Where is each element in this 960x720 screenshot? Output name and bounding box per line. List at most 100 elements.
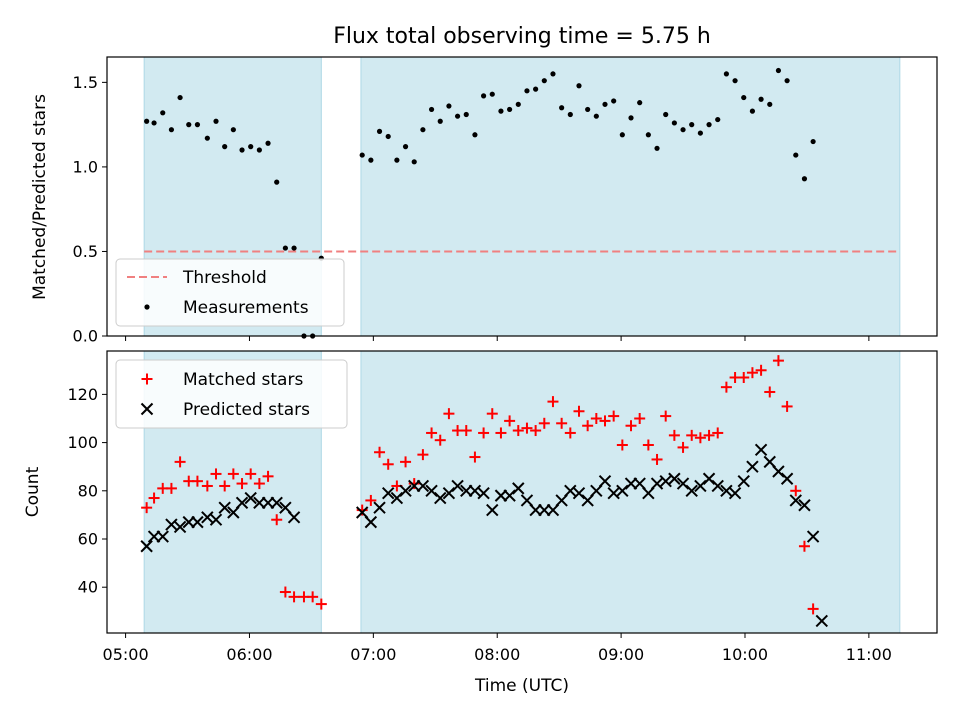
measurement-point	[524, 88, 530, 94]
matched-star-point	[495, 427, 507, 439]
predicted-legend-marker-b	[140, 402, 154, 416]
measurement-point	[723, 71, 730, 77]
predicted-star-point	[382, 486, 395, 500]
predicted-star-point-b	[798, 499, 811, 512]
x-axis-label: Time (UTC)	[474, 676, 569, 696]
measurement-point	[498, 108, 504, 114]
predicted-star-point-b	[156, 530, 169, 543]
predicted-star-point	[694, 479, 707, 493]
x-tick-label: 06:00	[226, 645, 272, 664]
ratio-legend: Threshold Measurements	[115, 258, 345, 327]
measurement-point	[567, 111, 573, 118]
matched-star-point	[315, 598, 327, 610]
measurements-legend-swatch	[144, 304, 150, 310]
predicted-star-point	[503, 489, 516, 502]
measurement-point	[376, 128, 383, 134]
matched-star-point	[807, 603, 819, 615]
predicted-star-point-b	[425, 484, 438, 498]
measurement-point	[204, 135, 210, 141]
predicted-star-point	[780, 472, 794, 485]
predicted-star-point	[720, 484, 733, 498]
measurement-point	[222, 144, 228, 150]
matched-star-point	[434, 434, 446, 446]
matched-star-point	[288, 591, 300, 603]
predicted-star-point	[668, 472, 681, 485]
predicted-star-point-b	[434, 491, 447, 505]
ratio-panel: 0.0 0.5 1.0 1.5 Matched/Predicted stars Thr…	[30, 56, 938, 346]
predicted-legend-label: Predicted stars	[183, 400, 310, 420]
predicted-star-point	[156, 530, 169, 543]
measurement-point	[611, 98, 617, 104]
predicted-star-point-b	[676, 477, 690, 490]
predicted-legend-marker	[140, 402, 154, 416]
predicted-star-point	[425, 484, 438, 498]
matched-star-point	[798, 540, 810, 552]
matched-star-point	[720, 381, 732, 393]
predicted-star-point	[173, 520, 187, 534]
predicted-star-point-b	[399, 484, 412, 498]
matched-legend-swatch	[141, 373, 153, 385]
measurement-point	[515, 101, 521, 107]
y-tick-label: 80	[78, 481, 98, 500]
measurement-point	[758, 96, 764, 102]
predicted-star-point-b	[572, 486, 586, 500]
y-tick-label: 60	[78, 530, 98, 549]
x-tick-label: 08:00	[474, 645, 520, 664]
measurement-point	[239, 147, 245, 153]
predicted-star-point	[451, 479, 464, 493]
matched-star-point	[271, 514, 283, 526]
predicted-star-point	[287, 511, 301, 524]
predicted-star-point	[364, 515, 378, 529]
predicted-star-point	[244, 491, 257, 505]
measurement-point	[559, 105, 565, 111]
predicted-star-point	[165, 518, 178, 531]
measurement-point	[576, 83, 582, 89]
measurement-point	[454, 113, 461, 119]
matched-star-point	[599, 415, 611, 427]
matched-star-point	[608, 410, 620, 422]
predicted-star-point	[235, 496, 249, 510]
measurement-point	[282, 245, 288, 251]
predicted-star-point-b	[702, 472, 716, 485]
measurement-point	[645, 132, 651, 138]
measurement-point	[420, 127, 426, 133]
predicted-star-point	[218, 501, 231, 514]
predicted-star-point-b	[616, 484, 629, 498]
count-panel: 40 60 80 100 120 05:00 06:00 07:00 08:00 09:00 10…	[23, 350, 938, 696]
predicted-star-point-b	[754, 443, 768, 457]
predicted-star-point-b	[789, 494, 802, 507]
predicted-star-point-b	[685, 484, 698, 498]
measurement-point	[767, 101, 773, 107]
predicted-star-point-b	[806, 530, 820, 543]
threshold-legend-label: Threshold	[182, 268, 267, 288]
predicted-star-point-b	[763, 455, 776, 469]
measurement-point	[160, 110, 166, 116]
y-tick-label: 40	[78, 578, 98, 597]
predicted-star-point	[209, 513, 223, 526]
x-tick-label: 05:00	[103, 645, 149, 664]
measurement-point	[593, 113, 599, 119]
matched-star-point	[590, 412, 602, 424]
predicted-star-point-b	[355, 506, 369, 519]
measurement-point	[144, 118, 150, 124]
y-tick-label: 120	[67, 385, 98, 404]
predicted-legend-swatch	[140, 402, 154, 416]
y-tick-label: 0.0	[73, 327, 98, 346]
matched-star-point	[365, 494, 377, 506]
measurement-point	[291, 245, 297, 251]
matched-star-point	[478, 427, 490, 439]
predicted-star-point-b	[659, 474, 672, 488]
predicted-star-point	[711, 479, 724, 493]
measurements-legend-label: Measurements	[183, 298, 309, 318]
measurement-point	[628, 115, 634, 121]
predicted-star-point-b	[373, 501, 386, 514]
observing-window-band	[360, 56, 901, 337]
matched-star-point	[538, 417, 550, 429]
measurement-point	[654, 145, 660, 151]
count-legend: Matched stars Predicted stars	[115, 359, 348, 429]
predicted-star-point-b	[815, 614, 828, 628]
matched-star-point	[634, 412, 646, 424]
predicted-star-point	[754, 443, 768, 457]
measurement-point	[248, 144, 254, 150]
